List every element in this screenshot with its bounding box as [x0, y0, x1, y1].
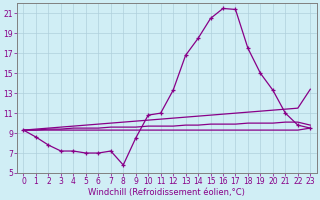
X-axis label: Windchill (Refroidissement éolien,°C): Windchill (Refroidissement éolien,°C)	[88, 188, 245, 197]
